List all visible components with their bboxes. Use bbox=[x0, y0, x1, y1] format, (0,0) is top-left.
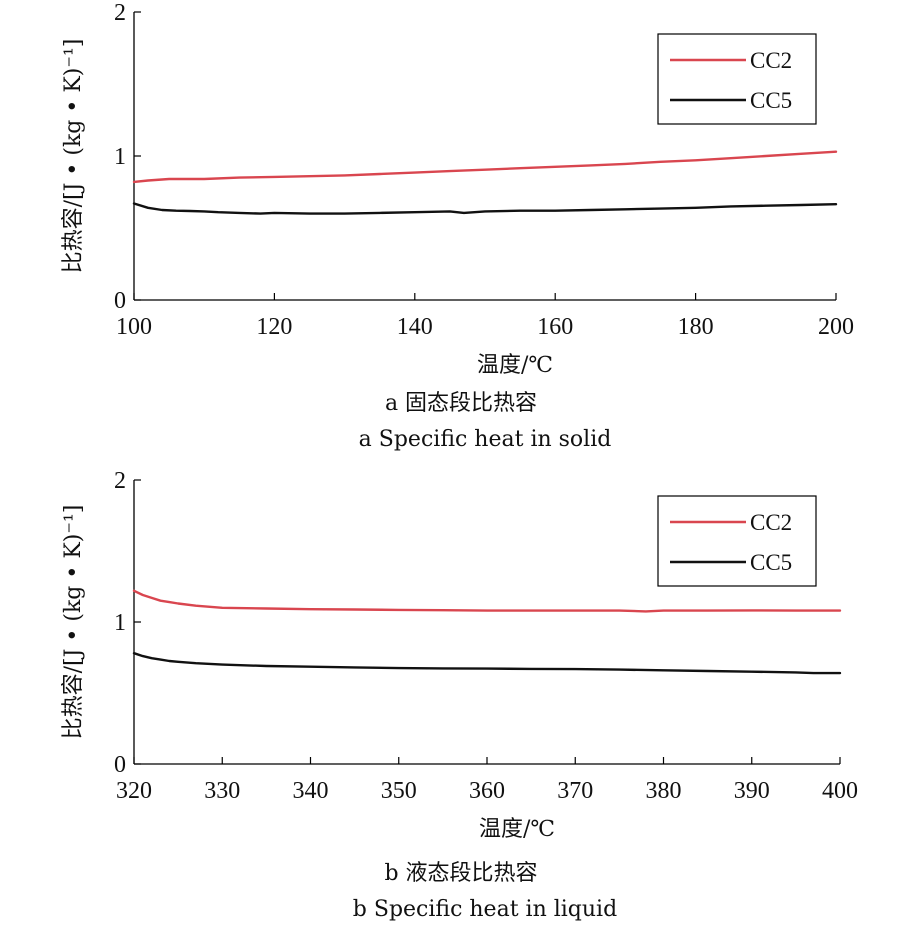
chart-liquid: 320 330 340 350 360 370 380 390 400 0 1 2 温度/℃ 比热容/[J… bbox=[61, 468, 858, 922]
series-line-cc2 bbox=[134, 152, 836, 182]
x-tick-label: 200 bbox=[818, 314, 854, 340]
x-tick-label: 180 bbox=[678, 314, 714, 340]
y-tick-label: 0 bbox=[114, 752, 126, 778]
x-tick-label: 380 bbox=[646, 778, 682, 804]
x-tick-label: 360 bbox=[469, 778, 505, 804]
y-tick-label: 2 bbox=[114, 0, 126, 26]
x-tick-label: 340 bbox=[293, 778, 329, 804]
y-axis-title: 比热容/[J • (kg • K)⁻¹] bbox=[61, 505, 86, 740]
x-tick-label: 350 bbox=[381, 778, 417, 804]
legend-box bbox=[658, 496, 816, 586]
x-tick-label: 400 bbox=[822, 778, 858, 804]
caption-chinese: a 固态段比热容 bbox=[385, 391, 537, 416]
x-tick-label: 320 bbox=[116, 778, 152, 804]
caption-english: b Specific heat in liquid bbox=[353, 897, 617, 922]
legend-box bbox=[658, 34, 816, 124]
x-tick-label: 370 bbox=[557, 778, 593, 804]
x-axis-title: 温度/℃ bbox=[479, 817, 555, 842]
legend: CC2 CC5 bbox=[658, 496, 816, 586]
caption-chinese: b 液态段比热容 bbox=[384, 861, 537, 886]
x-tick-label: 390 bbox=[734, 778, 770, 804]
caption-english: a Specific heat in solid bbox=[359, 427, 612, 452]
y-tick-label: 0 bbox=[114, 288, 126, 314]
x-axis-title: 温度/℃ bbox=[477, 353, 553, 378]
legend-label: CC2 bbox=[750, 48, 792, 73]
series-line-cc2 bbox=[134, 591, 840, 612]
y-axis-title: 比热容/[J • (kg • K)⁻¹] bbox=[61, 39, 86, 274]
x-tick-label: 140 bbox=[397, 314, 433, 340]
x-tick-label: 330 bbox=[204, 778, 240, 804]
series-line-cc5 bbox=[134, 204, 836, 214]
x-tick-label: 160 bbox=[537, 314, 573, 340]
legend: CC2 CC5 bbox=[658, 34, 816, 124]
legend-label: CC5 bbox=[750, 550, 792, 575]
y-tick-label: 1 bbox=[114, 144, 126, 170]
x-tick-label: 120 bbox=[256, 314, 292, 340]
series-line-cc5 bbox=[134, 653, 840, 673]
legend-label: CC2 bbox=[750, 510, 792, 535]
chart-solid: 100 120 140 160 180 200 0 1 2 温度/℃ 比热容/[J • (kg • … bbox=[61, 0, 854, 452]
y-tick-label: 2 bbox=[114, 468, 126, 494]
legend-label: CC5 bbox=[750, 88, 792, 113]
y-tick-label: 1 bbox=[114, 610, 126, 636]
x-tick-label: 100 bbox=[116, 314, 152, 340]
